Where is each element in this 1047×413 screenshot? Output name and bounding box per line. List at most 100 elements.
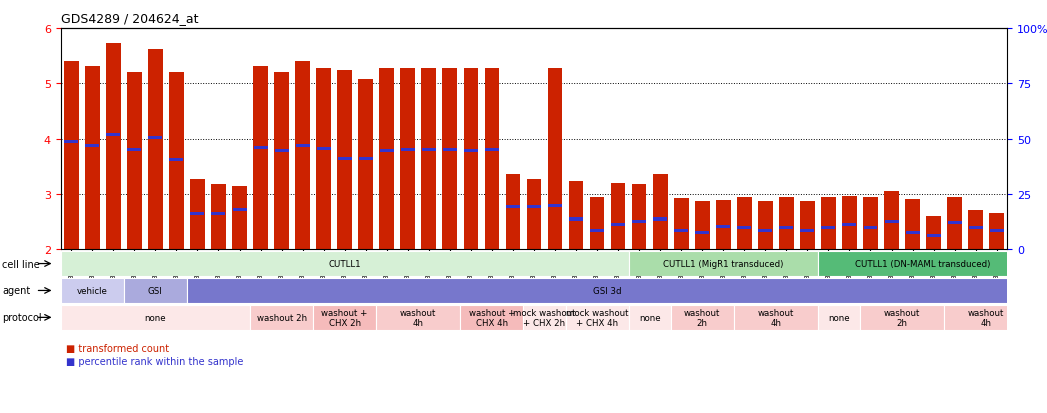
Bar bbox=[170, 159, 183, 162]
Bar bbox=[737, 226, 752, 229]
Bar bbox=[485, 149, 499, 152]
Bar bbox=[734, 305, 818, 330]
Bar bbox=[232, 186, 247, 250]
Bar bbox=[842, 197, 856, 250]
Bar bbox=[695, 202, 710, 250]
Bar bbox=[443, 149, 456, 152]
Bar bbox=[506, 205, 520, 208]
Bar bbox=[422, 69, 437, 250]
Bar bbox=[800, 201, 815, 250]
Text: vehicle: vehicle bbox=[76, 286, 108, 295]
Text: washout
4h: washout 4h bbox=[758, 308, 794, 327]
Bar bbox=[128, 149, 141, 152]
Text: none: none bbox=[828, 313, 850, 322]
Bar bbox=[401, 149, 415, 152]
Bar bbox=[316, 148, 331, 151]
Bar bbox=[569, 218, 583, 221]
Bar bbox=[843, 223, 856, 226]
Bar bbox=[628, 252, 818, 276]
Bar bbox=[380, 150, 394, 153]
Text: washout
4h: washout 4h bbox=[400, 308, 437, 327]
Text: washout 2h: washout 2h bbox=[257, 313, 307, 322]
Text: GDS4289 / 204624_at: GDS4289 / 204624_at bbox=[61, 12, 198, 25]
Bar bbox=[124, 278, 187, 303]
Bar bbox=[589, 197, 604, 250]
Bar bbox=[250, 305, 313, 330]
Text: none: none bbox=[144, 313, 166, 322]
Text: GSI: GSI bbox=[148, 286, 162, 295]
Bar bbox=[127, 73, 141, 250]
Bar bbox=[653, 218, 667, 221]
Bar bbox=[400, 69, 415, 250]
Text: mock washout
+ CHX 2h: mock washout + CHX 2h bbox=[513, 308, 576, 327]
Bar bbox=[671, 305, 734, 330]
Text: washout +
CHX 2h: washout + CHX 2h bbox=[321, 308, 367, 327]
Bar bbox=[191, 180, 205, 250]
Bar bbox=[818, 305, 860, 330]
Bar bbox=[106, 44, 120, 250]
Bar bbox=[376, 305, 461, 330]
Bar bbox=[61, 252, 628, 276]
Bar bbox=[85, 66, 99, 250]
Bar bbox=[822, 226, 836, 229]
Bar bbox=[358, 80, 373, 250]
Bar bbox=[107, 134, 120, 137]
Bar bbox=[989, 229, 1004, 232]
Bar bbox=[527, 205, 541, 208]
Text: ■ transformed count: ■ transformed count bbox=[66, 343, 169, 353]
Bar bbox=[716, 200, 731, 250]
Bar bbox=[779, 226, 794, 229]
Bar bbox=[884, 192, 899, 250]
Bar bbox=[864, 226, 877, 229]
Text: washout
2h: washout 2h bbox=[884, 308, 920, 327]
Bar bbox=[548, 204, 562, 207]
Bar bbox=[565, 305, 628, 330]
Bar bbox=[631, 185, 646, 250]
Text: CUTLL1 (DN-MAML transduced): CUTLL1 (DN-MAML transduced) bbox=[855, 259, 990, 268]
Bar bbox=[628, 305, 671, 330]
Bar bbox=[863, 197, 877, 250]
Bar bbox=[464, 150, 477, 153]
Text: cell line: cell line bbox=[2, 259, 40, 269]
Bar bbox=[337, 71, 352, 250]
Text: mock washout
+ CHX 4h: mock washout + CHX 4h bbox=[565, 308, 628, 327]
Text: washout
2h: washout 2h bbox=[684, 308, 720, 327]
Bar bbox=[948, 222, 961, 225]
Bar bbox=[464, 69, 478, 250]
Bar bbox=[653, 174, 668, 250]
Bar bbox=[968, 210, 983, 250]
Bar bbox=[485, 69, 499, 250]
Bar bbox=[818, 252, 1028, 276]
Bar bbox=[944, 305, 1028, 330]
Bar bbox=[232, 209, 246, 211]
Text: washout +
CHX 4h: washout + CHX 4h bbox=[469, 308, 515, 327]
Bar bbox=[821, 197, 836, 250]
Bar bbox=[169, 73, 184, 250]
Bar bbox=[443, 69, 458, 250]
Bar bbox=[295, 62, 310, 250]
Bar bbox=[187, 278, 1028, 303]
Bar bbox=[64, 141, 79, 144]
Bar bbox=[548, 69, 562, 250]
Bar bbox=[253, 146, 268, 149]
Bar bbox=[191, 212, 204, 216]
Bar bbox=[359, 157, 373, 160]
Bar bbox=[148, 50, 162, 250]
Bar bbox=[274, 73, 289, 250]
Bar bbox=[61, 278, 124, 303]
Bar bbox=[885, 221, 898, 224]
Bar bbox=[610, 183, 625, 250]
Text: none: none bbox=[639, 313, 661, 322]
Bar bbox=[611, 223, 625, 226]
Bar bbox=[524, 305, 565, 330]
Bar bbox=[906, 232, 919, 235]
Bar bbox=[506, 174, 520, 250]
Text: washout
4h: washout 4h bbox=[968, 308, 1004, 327]
Bar bbox=[253, 66, 268, 250]
Bar bbox=[927, 235, 940, 237]
Bar bbox=[211, 185, 226, 250]
Bar bbox=[569, 182, 583, 250]
Bar bbox=[758, 202, 773, 250]
Bar bbox=[274, 150, 289, 153]
Bar bbox=[927, 217, 941, 250]
